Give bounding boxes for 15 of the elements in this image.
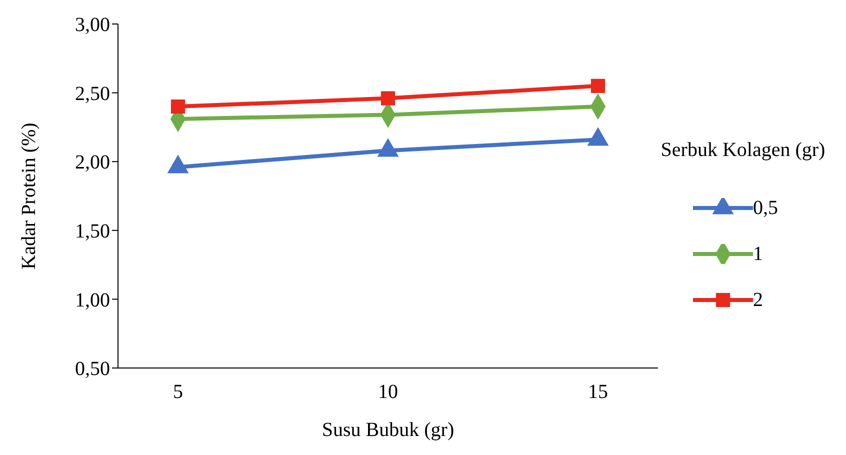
y-tick-label: 2,00 [75, 152, 110, 174]
y-axis-title: Kadar Protein (%) [18, 122, 40, 270]
y-tick-label: 1,00 [75, 289, 110, 312]
x-axis-title: Susu Bubuk (gr) [322, 419, 454, 441]
y-tick-label: 3,00 [75, 14, 110, 36]
x-tick-label: 10 [378, 381, 398, 404]
legend-label: 1 [753, 242, 763, 266]
y-tick-label: 2,50 [75, 82, 110, 105]
legend-label: 0,5 [753, 196, 778, 220]
x-tick-label: 5 [173, 381, 183, 404]
legend-title: Serbuk Kolagen (gr) [660, 138, 826, 163]
legend-label: 2 [753, 288, 763, 312]
x-tick-label: 15 [588, 381, 608, 404]
y-tick-label: 1,50 [75, 220, 110, 242]
y-tick-label: 0,50 [75, 358, 110, 380]
